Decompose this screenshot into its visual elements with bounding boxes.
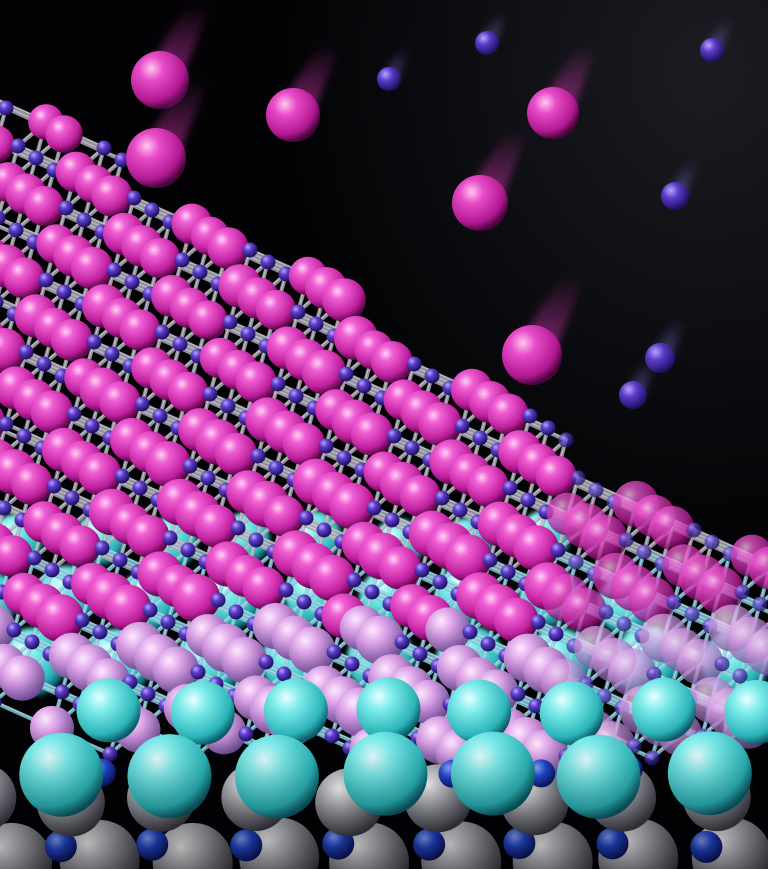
vignette [0,0,768,869]
lattice-illustration [0,0,768,869]
